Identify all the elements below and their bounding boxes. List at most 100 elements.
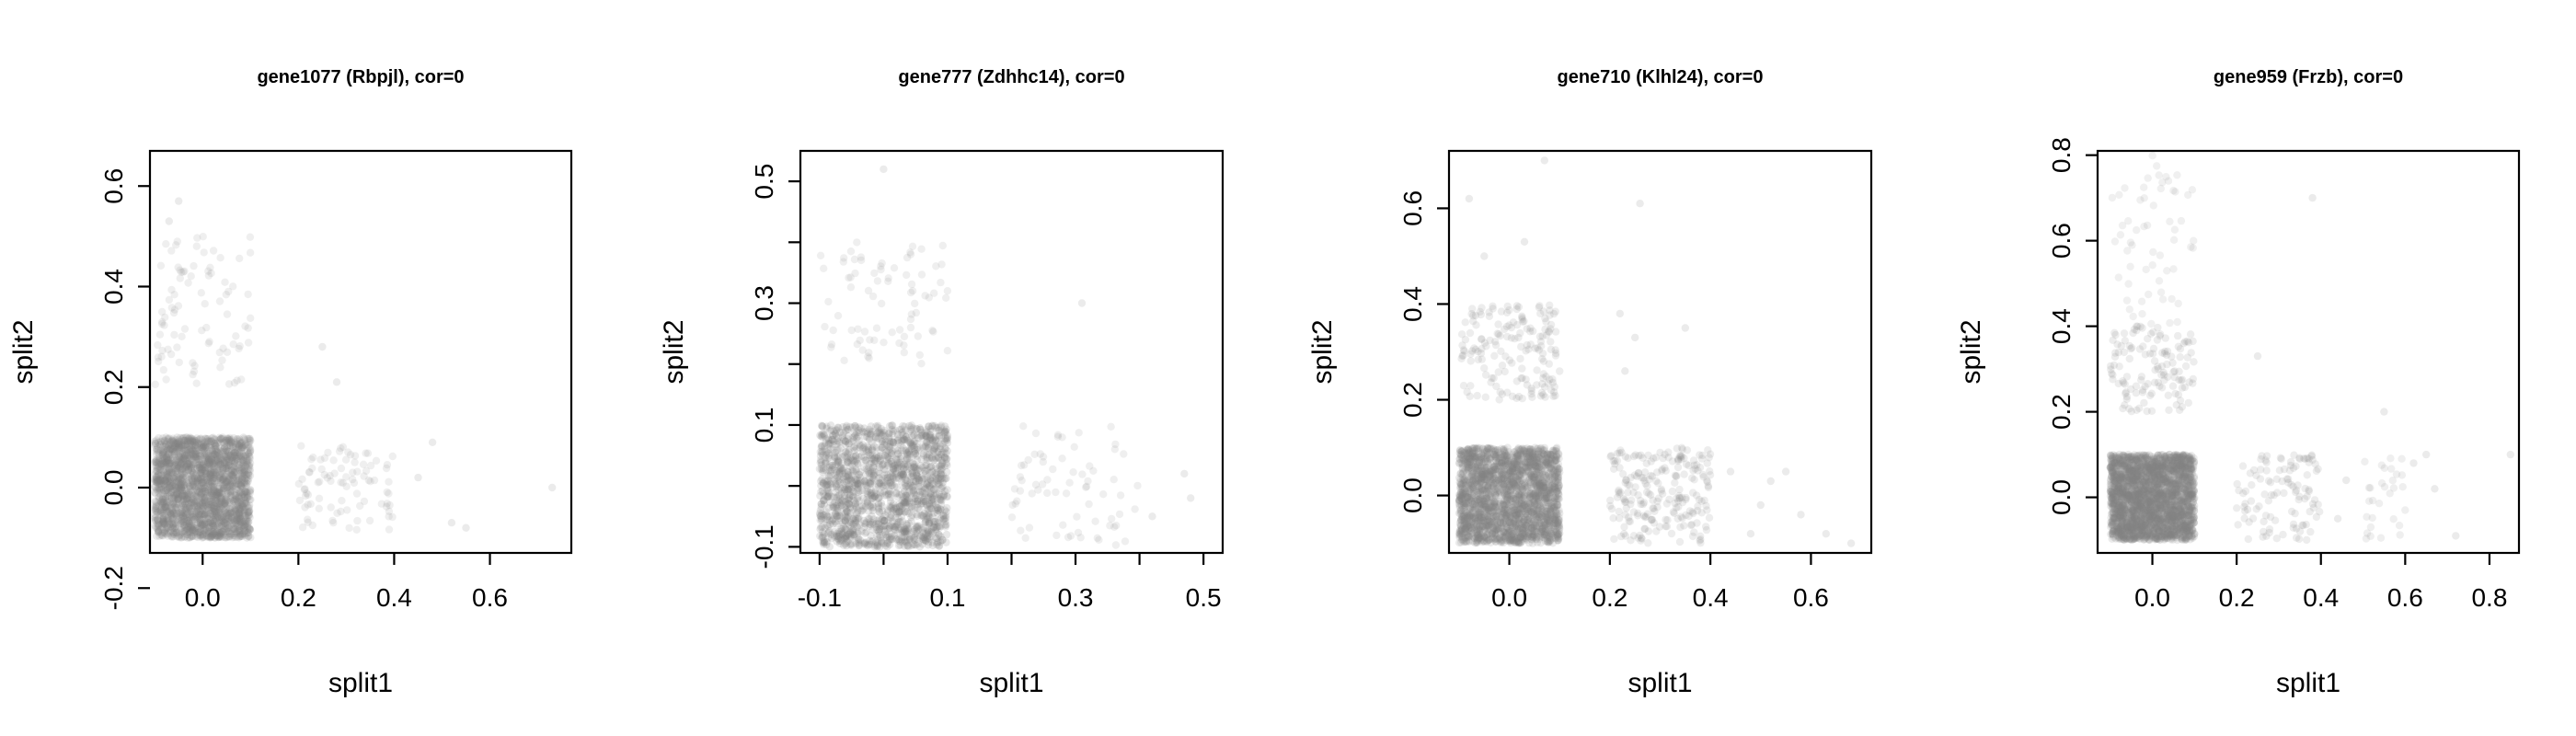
point (181, 503, 190, 512)
point (236, 532, 245, 540)
point (199, 443, 207, 452)
point (227, 513, 236, 522)
point (926, 428, 935, 436)
point (204, 484, 213, 492)
point (166, 454, 174, 462)
point (188, 434, 196, 443)
point (213, 448, 222, 456)
point (184, 496, 192, 504)
point (216, 493, 224, 501)
point (834, 423, 842, 431)
point (324, 448, 332, 457)
point (225, 504, 234, 513)
point (229, 443, 237, 451)
point (189, 532, 198, 540)
point (190, 515, 199, 523)
point (841, 524, 849, 534)
point (165, 507, 173, 516)
point (1074, 528, 1083, 537)
point (224, 380, 234, 388)
point (227, 503, 236, 512)
point (178, 454, 188, 464)
point (236, 512, 244, 521)
point (230, 488, 239, 497)
point (240, 499, 249, 508)
point (337, 478, 345, 487)
point (233, 448, 241, 457)
point (177, 453, 185, 461)
point (184, 516, 192, 525)
point (178, 458, 187, 466)
point (236, 458, 245, 466)
point (157, 500, 167, 509)
point (1111, 440, 1120, 449)
point (155, 527, 163, 536)
point (210, 508, 218, 516)
point (183, 456, 191, 466)
point (906, 323, 915, 332)
point (212, 451, 221, 459)
point (246, 447, 255, 455)
point (170, 482, 179, 491)
point (226, 451, 235, 460)
point (208, 522, 217, 530)
point (207, 506, 215, 515)
point (228, 534, 236, 542)
point (154, 353, 163, 362)
point (186, 534, 194, 542)
point (181, 511, 190, 519)
point (198, 489, 206, 497)
point (194, 519, 202, 527)
point (180, 533, 190, 541)
point (209, 456, 217, 466)
point (168, 441, 177, 450)
point (363, 449, 373, 457)
point (163, 478, 172, 488)
point (184, 437, 192, 446)
point (162, 503, 170, 512)
point (224, 458, 233, 466)
point (181, 467, 190, 476)
point (235, 472, 243, 481)
point (159, 456, 167, 466)
point (159, 454, 167, 462)
point (224, 527, 232, 535)
point (189, 523, 197, 532)
point (194, 498, 203, 507)
point (165, 529, 173, 537)
point (243, 474, 251, 482)
point (224, 489, 232, 498)
point (201, 438, 209, 446)
point (189, 451, 197, 459)
point (195, 446, 203, 454)
point (231, 477, 240, 486)
point (217, 435, 225, 443)
point (155, 477, 165, 485)
point (232, 489, 241, 498)
point (154, 515, 162, 523)
point (172, 504, 180, 512)
point (219, 484, 228, 493)
point (208, 434, 216, 443)
point (180, 521, 189, 529)
point (190, 515, 200, 523)
point (179, 454, 189, 463)
point (161, 476, 169, 484)
point (218, 356, 226, 364)
point (241, 322, 249, 330)
point (177, 479, 185, 488)
point (178, 523, 186, 533)
point (215, 473, 224, 482)
point (191, 526, 200, 535)
y-tick-label: 0.6 (99, 168, 128, 204)
point (175, 453, 183, 461)
point (213, 496, 222, 505)
point (222, 464, 230, 473)
point (213, 482, 222, 491)
point (174, 495, 182, 503)
point (162, 506, 170, 514)
point (154, 464, 162, 472)
point (182, 489, 190, 497)
point (243, 514, 251, 523)
point (343, 506, 351, 514)
